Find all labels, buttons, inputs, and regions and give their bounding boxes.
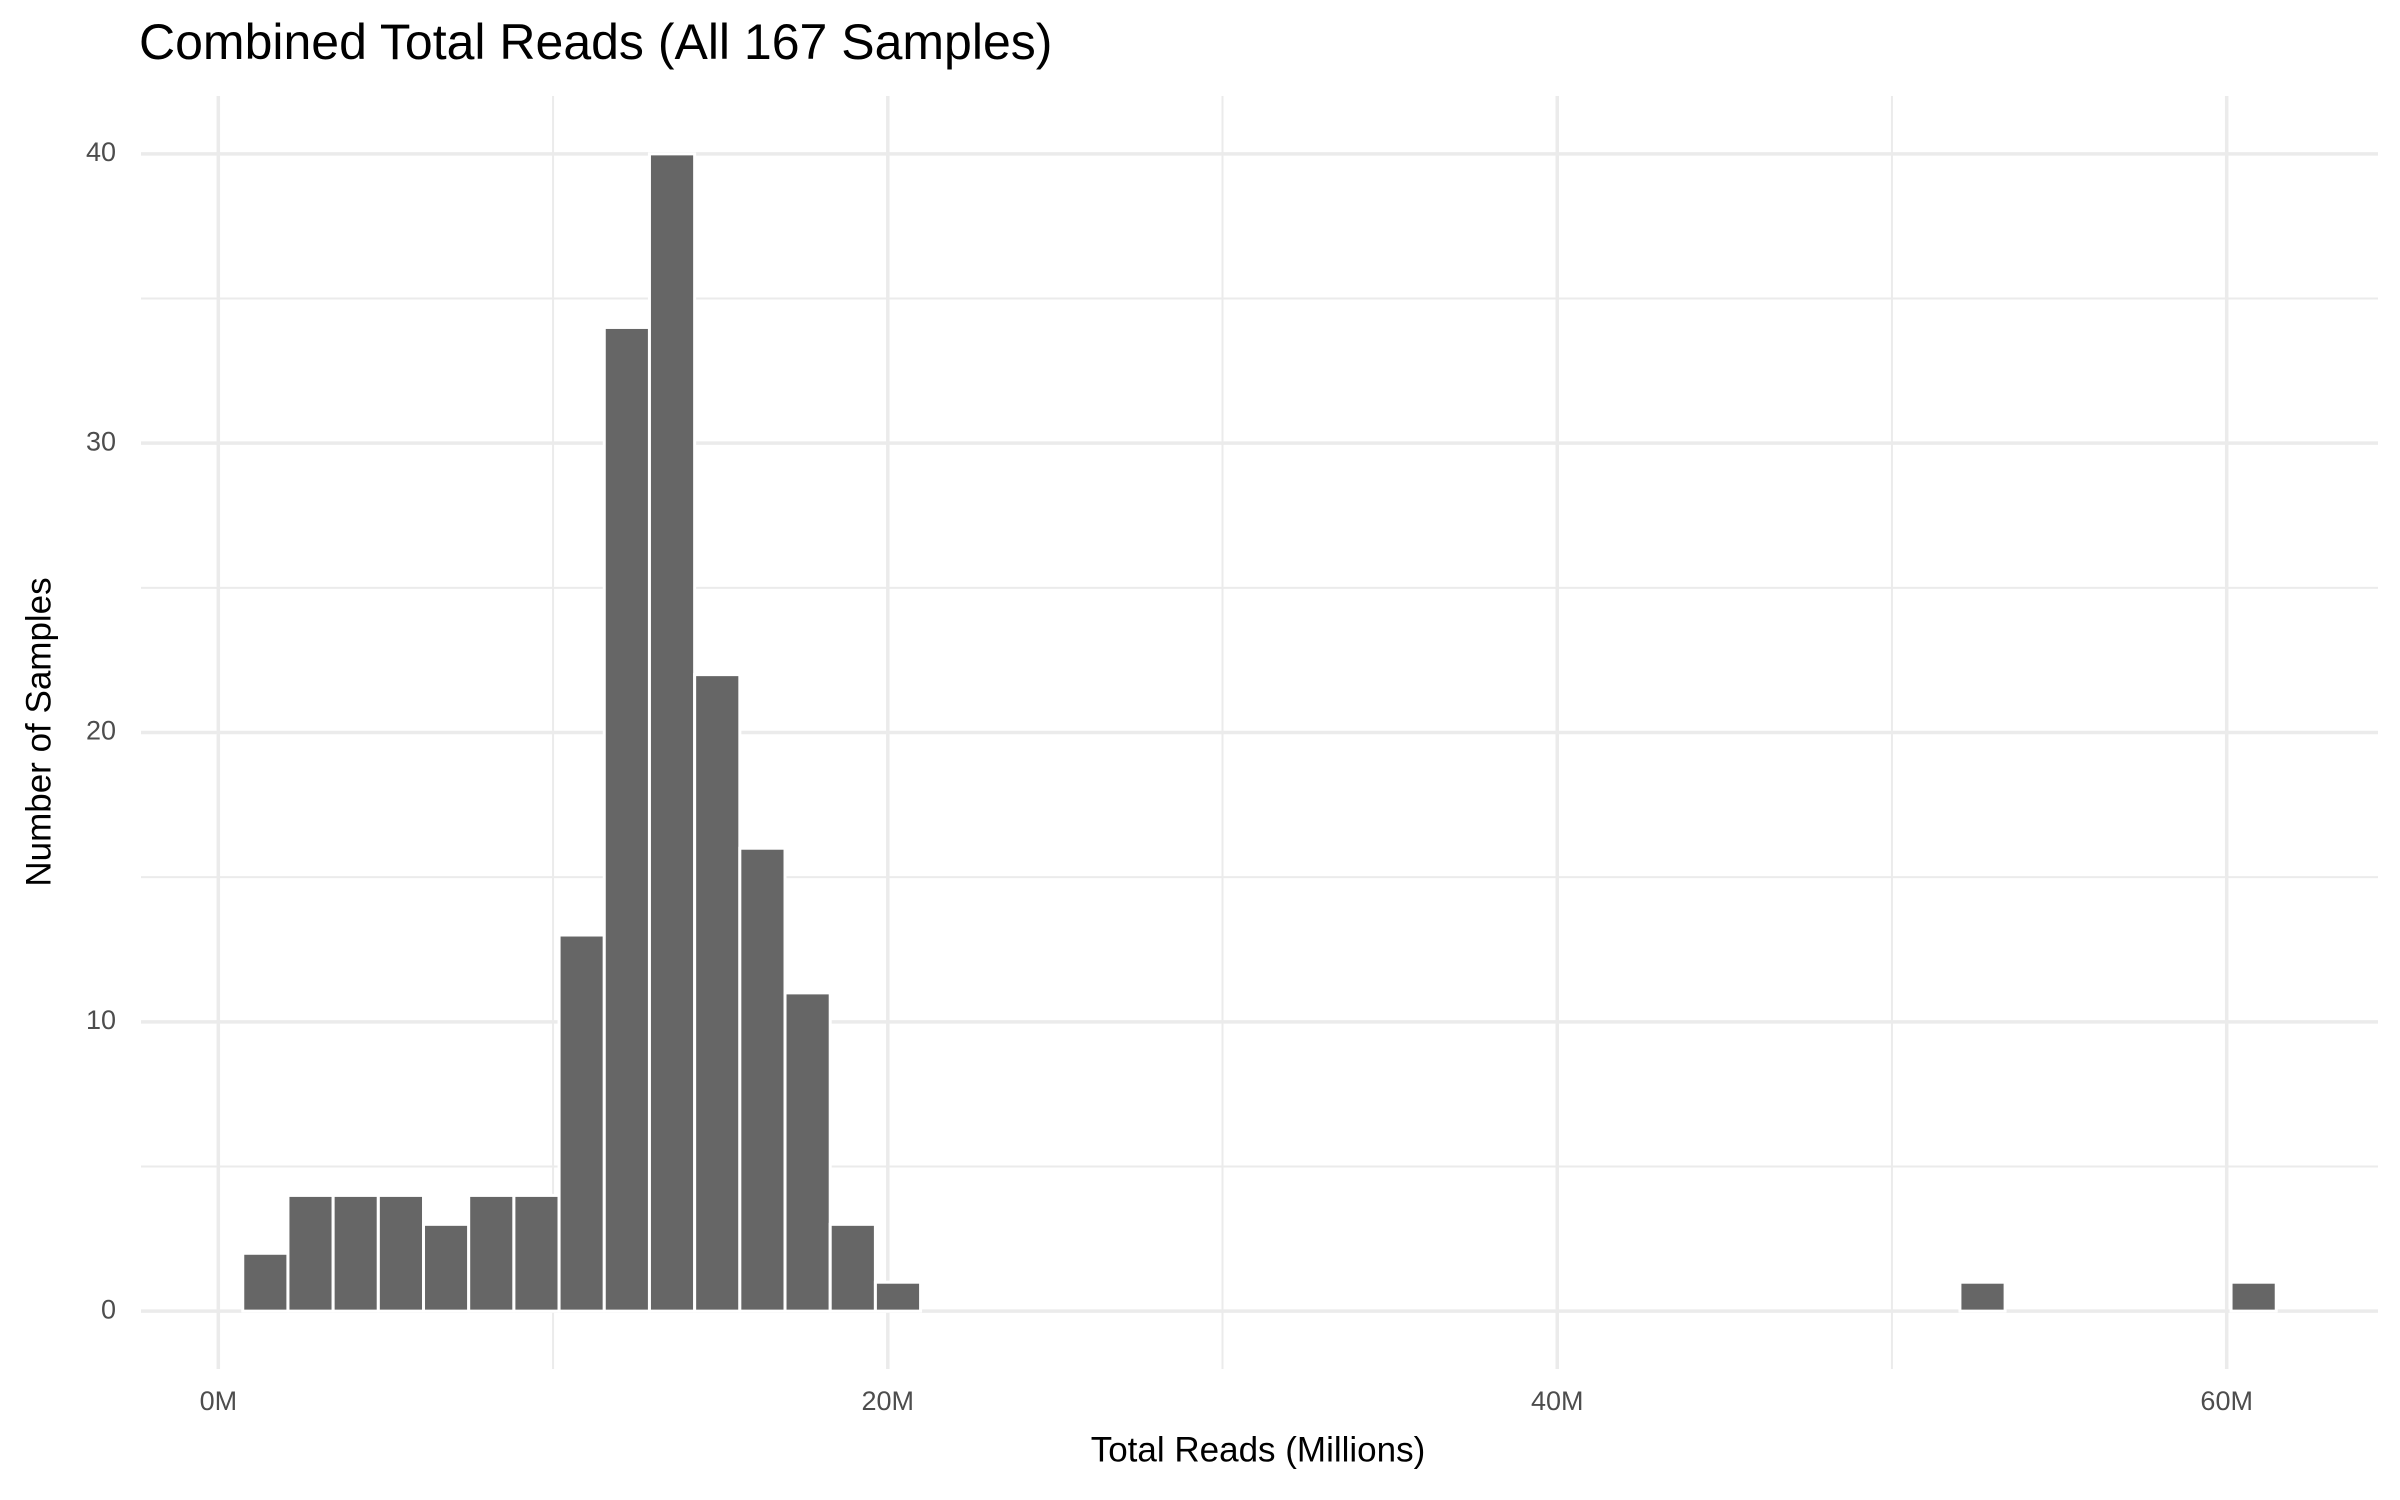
- bar: [422, 1222, 471, 1313]
- y-axis-title: Number of Samples: [19, 577, 58, 886]
- bar: [331, 1193, 380, 1313]
- bar: [512, 1193, 561, 1313]
- x-tick-label: 0M: [200, 1386, 238, 1416]
- x-axis-title: Total Reads (Millions): [1091, 1430, 1426, 1469]
- bar: [828, 1222, 877, 1313]
- x-tick-label: 40M: [1531, 1386, 1584, 1416]
- bars: [241, 152, 2278, 1313]
- y-tick-label: 0: [101, 1294, 116, 1324]
- bar: [602, 325, 651, 1313]
- tick-labels: 0M 20M 40M 60M 0 10 20 30 40: [86, 137, 2253, 1416]
- x-tick-label: 60M: [2200, 1386, 2253, 1416]
- bar: [783, 991, 832, 1313]
- bar: [873, 1280, 923, 1313]
- bar: [376, 1193, 426, 1313]
- y-tick-label: 20: [86, 716, 116, 746]
- y-tick-label: 10: [86, 1005, 116, 1035]
- grid: [141, 96, 2378, 1369]
- y-tick-label: 40: [86, 137, 116, 167]
- y-tick-label: 30: [86, 426, 116, 456]
- bar: [241, 1251, 290, 1313]
- bar: [1958, 1280, 2007, 1313]
- x-tick-label: 20M: [862, 1386, 915, 1416]
- bar: [557, 933, 606, 1313]
- bar: [2229, 1280, 2278, 1313]
- chart-title: Combined Total Reads (All 167 Samples): [139, 14, 1052, 70]
- bar: [467, 1193, 516, 1313]
- bar: [286, 1193, 335, 1313]
- bar: [738, 846, 787, 1313]
- bar: [647, 152, 697, 1313]
- bar: [693, 673, 742, 1313]
